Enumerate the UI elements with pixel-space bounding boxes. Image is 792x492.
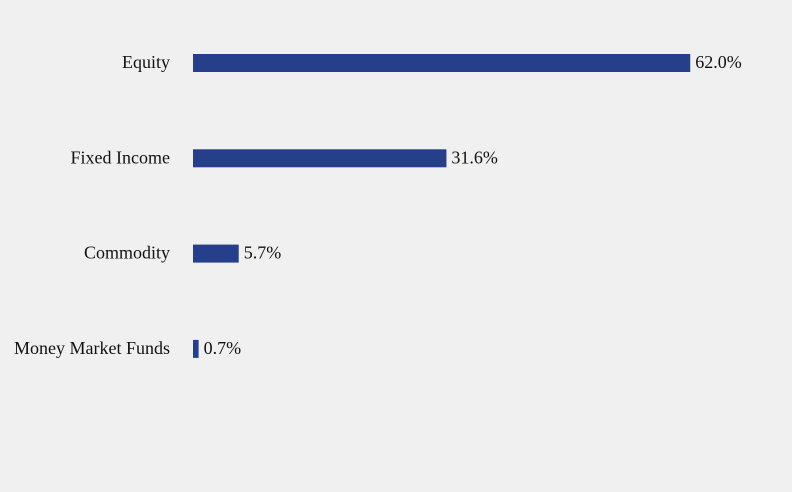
bar <box>193 149 447 168</box>
category-label: Equity <box>122 52 170 72</box>
value-label: 31.6% <box>451 147 498 167</box>
category-label: Fixed Income <box>71 147 170 167</box>
value-label: 62.0% <box>695 52 742 72</box>
value-label: 5.7% <box>244 243 281 263</box>
bar <box>193 339 199 358</box>
category-label: Commodity <box>84 243 170 263</box>
bar <box>193 244 239 263</box>
value-label: 0.7% <box>204 338 242 358</box>
category-label: Money Market Funds <box>14 338 170 358</box>
bar <box>193 54 691 72</box>
